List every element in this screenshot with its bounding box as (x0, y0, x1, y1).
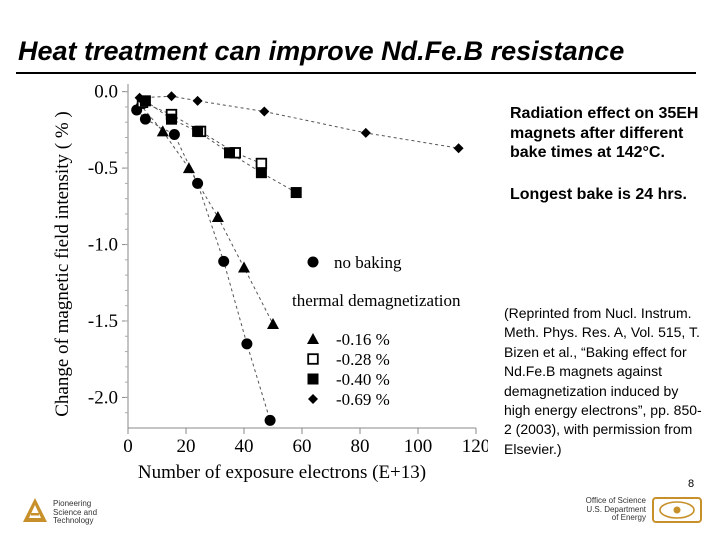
demagnetization-chart: 0 20 40 60 80 100 120 0.0 -0.5 -1.0 -1.5 -2.0 no ba… (52, 82, 488, 483)
title-underline (16, 72, 696, 74)
x-tick-label: 0 (123, 436, 133, 457)
description-paragraph: Radiation effect on 35EH magnets after d… (510, 105, 699, 161)
x-axis-label: Number of exposure electrons (E+13) (138, 462, 426, 483)
footer-left-line: Pioneering (53, 499, 92, 508)
data-point (139, 113, 151, 125)
y-tick-label: -2.0 (88, 387, 118, 408)
footer-left-line: Technology (53, 516, 94, 525)
data-point (259, 106, 270, 117)
y-tick-label: -1.5 (88, 311, 118, 332)
citation-text: (Reprinted from Nucl. Instrum. Meth. Phy… (504, 305, 702, 457)
data-point (192, 125, 204, 137)
data-point (224, 147, 235, 159)
data-point (267, 318, 279, 330)
data-point (166, 91, 177, 102)
data-point (192, 95, 203, 106)
data-point (192, 177, 204, 189)
data-point (255, 167, 267, 179)
x-tick-label: 20 (177, 436, 196, 457)
bake-note: Longest bake is 24 hrs. (510, 185, 687, 203)
data-point (134, 92, 145, 103)
series-line (139, 103, 274, 325)
series-line (142, 101, 262, 164)
series-points (131, 91, 464, 426)
footer-right-line: of Energy (611, 513, 646, 522)
y-tick-label: 0.0 (94, 82, 118, 103)
y-axis-label: Change of magnetic field intensity ( % ) (52, 111, 73, 417)
data-point (241, 338, 253, 350)
data-point (255, 157, 268, 170)
series-line (139, 95, 459, 149)
side-description: Radiation effect on 35EH magnets after d… (510, 104, 700, 226)
x-tick-label: 100 (404, 436, 433, 457)
x-tick-label: 80 (351, 436, 370, 457)
footer-left-text: Pioneering Science and Technology (53, 499, 98, 526)
legend-label: -0.28 % (336, 350, 390, 369)
legend-title: thermal demagnetization (292, 291, 461, 310)
data-point (211, 211, 224, 223)
legend-marker (308, 394, 318, 404)
data-point (182, 162, 195, 174)
chart-ticks: 0 20 40 60 80 100 120 0.0 -0.5 -1.0 -1.5 -2.0 (88, 82, 488, 457)
page-number: 8 (688, 478, 695, 490)
data-point (166, 113, 177, 125)
chart-axes (127, 84, 476, 429)
argonne-logo-icon (23, 498, 47, 522)
footer-right-line: U.S. Department (586, 504, 646, 514)
legend-label: no baking (334, 253, 402, 272)
data-point (360, 127, 371, 138)
legend-label: -0.40 % (336, 370, 390, 389)
x-tick-label: 40 (235, 436, 254, 457)
legend-marker (307, 353, 319, 365)
data-point (218, 255, 230, 267)
legend-marker (307, 373, 319, 385)
data-point (168, 128, 180, 140)
legend-marker (307, 333, 319, 344)
data-point (156, 125, 169, 137)
y-tick-label: -1.0 (88, 235, 118, 256)
data-point (453, 143, 464, 154)
slide-title: Heat treatment can improve Nd.Fe.B resis… (18, 36, 625, 66)
series-lines (136, 95, 459, 421)
footer-left-line: Science and (53, 507, 98, 517)
data-point (139, 95, 151, 107)
legend-label: -0.16 % (336, 330, 390, 349)
footer-right-text: Office of Science U.S. Department of Ene… (560, 496, 646, 523)
y-tick-label: -0.5 (88, 158, 118, 179)
doe-seal-icon (652, 497, 702, 523)
x-tick-label: 120 (462, 436, 488, 457)
legend-label: -0.69 % (336, 390, 390, 409)
data-point (290, 187, 302, 199)
series-line (136, 109, 271, 421)
footer-right-line: Office of Science (585, 496, 646, 505)
data-point (238, 261, 250, 273)
x-tick-label: 60 (293, 436, 312, 457)
data-point (264, 414, 276, 426)
legend-marker (307, 256, 319, 268)
